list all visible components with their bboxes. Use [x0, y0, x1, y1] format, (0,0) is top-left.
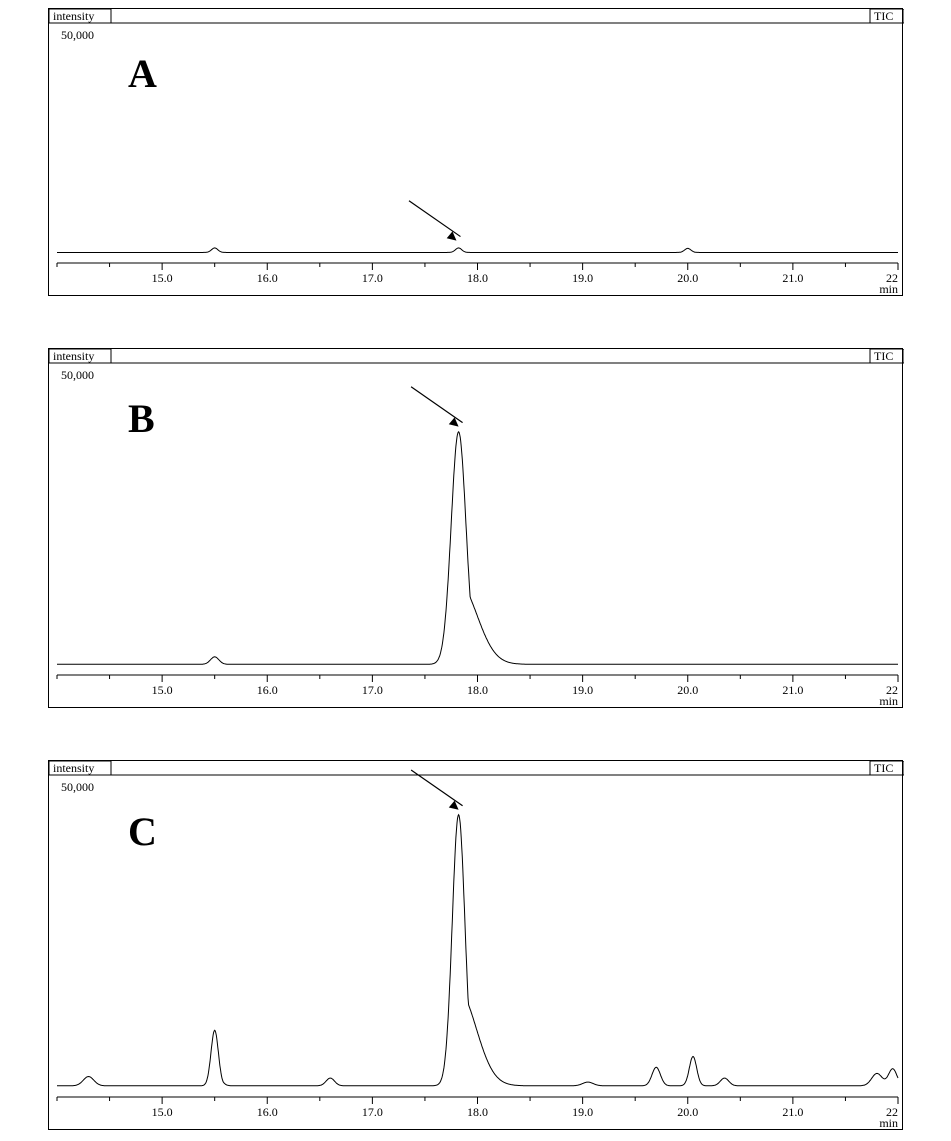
chromatogram-panel-b: intensity TIC 50,000 15.0 16.0 17.0 18.0 19.0 20… — [48, 348, 903, 708]
chromatogram-trace — [57, 815, 898, 1086]
ymax-label: 50,000 — [61, 368, 94, 382]
tic-label: TIC — [874, 761, 893, 775]
arrow-line — [411, 387, 462, 423]
panel-letter-a: A — [128, 50, 157, 97]
xtick-label: 18.0 — [467, 683, 488, 697]
xtick-label: 16.0 — [257, 683, 278, 697]
xtick-label: 19.0 — [572, 1105, 593, 1119]
panel-letter-b: B — [128, 395, 155, 442]
chromatogram-trace — [57, 248, 898, 253]
xtick-label: 17.0 — [362, 271, 383, 285]
xtick-label: 18.0 — [467, 271, 488, 285]
tic-label: TIC — [874, 349, 893, 363]
tic-label: TIC — [874, 9, 893, 23]
intensity-label: intensity — [53, 761, 94, 775]
xtick-label: 16.0 — [257, 1105, 278, 1119]
xtick-label: 20.0 — [677, 271, 698, 285]
figure-page: intensity TIC 50,000 15.0 16.0 17.0 18.0 19.0 20… — [0, 0, 951, 1141]
xtick-label: 21.0 — [782, 271, 803, 285]
xtick-label: 20.0 — [677, 683, 698, 697]
chromatogram-panel-a: intensity TIC 50,000 15.0 16.0 17.0 18.0 19.0 20… — [48, 8, 903, 296]
xtick-label: 17.0 — [362, 1105, 383, 1119]
xtick-label: 20.0 — [677, 1105, 698, 1119]
chromatogram-trace — [57, 432, 898, 665]
x-unit-label: min — [879, 694, 898, 708]
x-unit-label: min — [879, 282, 898, 296]
xtick-label: 15.0 — [152, 1105, 173, 1119]
xtick-label: 16.0 — [257, 271, 278, 285]
xtick-label: 17.0 — [362, 683, 383, 697]
intensity-label: intensity — [53, 349, 94, 363]
x-unit-label: min — [879, 1116, 898, 1130]
arrow-line — [409, 201, 460, 237]
panel-letter-c: C — [128, 808, 157, 855]
xtick-label: 21.0 — [782, 1105, 803, 1119]
chromatogram-panel-c: intensity TIC 50,000 15.0 16.0 17.0 18.0 19.0 20… — [48, 760, 903, 1130]
ymax-label: 50,000 — [61, 28, 94, 42]
xtick-label: 15.0 — [152, 683, 173, 697]
intensity-label: intensity — [53, 9, 94, 23]
ymax-label: 50,000 — [61, 780, 94, 794]
xtick-label: 21.0 — [782, 683, 803, 697]
xtick-label: 15.0 — [152, 271, 173, 285]
xtick-label: 19.0 — [572, 271, 593, 285]
xtick-label: 18.0 — [467, 1105, 488, 1119]
xtick-label: 19.0 — [572, 683, 593, 697]
